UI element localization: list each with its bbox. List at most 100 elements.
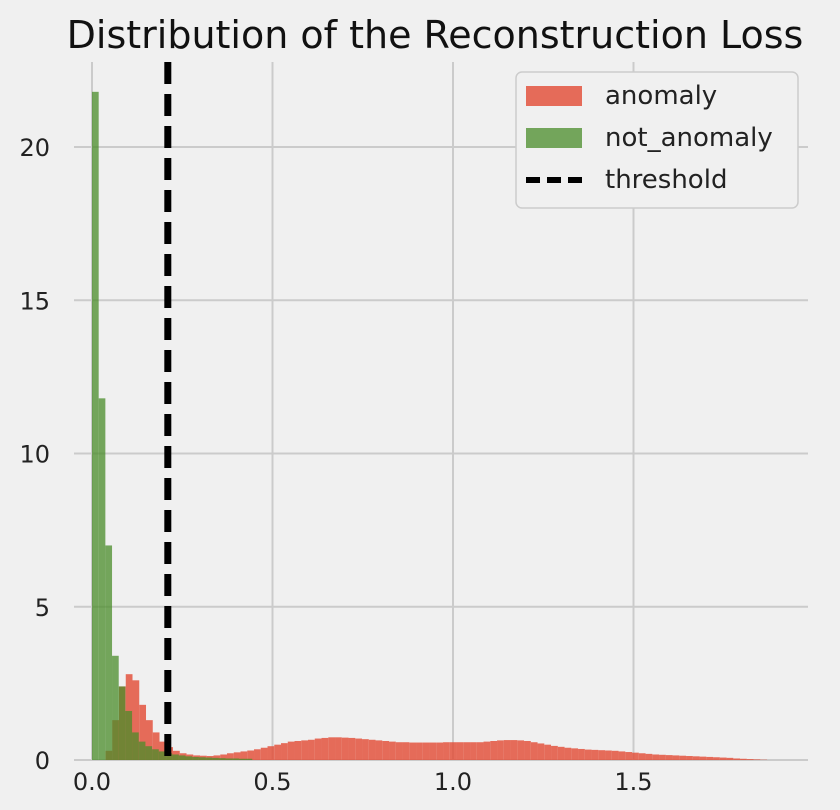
legend-swatch-anomaly	[526, 86, 582, 106]
bar-anomaly-34	[321, 737, 329, 760]
legend-frame	[515, 71, 799, 209]
bar-anomaly-97	[746, 759, 754, 760]
bar-not-anomaly-17	[205, 757, 213, 760]
bar-anomaly-58	[483, 741, 491, 760]
bar-anomaly-72	[578, 748, 585, 760]
bar-anomaly-82	[645, 753, 653, 760]
bar-anomaly-76	[605, 750, 612, 760]
bar-anomaly-29	[287, 741, 295, 760]
bar-anomaly-83	[652, 754, 660, 760]
bar-anomaly-39	[355, 738, 363, 760]
bar-anomaly-43	[382, 740, 390, 760]
bar-anomaly-31	[301, 740, 309, 760]
bar-not-anomaly-3	[112, 655, 119, 760]
bar-anomaly-85	[665, 755, 673, 760]
bar-not-anomaly-13	[178, 755, 186, 760]
bar-not-anomaly-5	[125, 710, 133, 760]
legend-label-anomaly: anomaly	[605, 81, 717, 111]
bar-anomaly-20	[227, 753, 234, 760]
chart-title: Distribution of the Reconstruction Loss	[67, 13, 804, 57]
bar-not-anomaly-11	[165, 753, 173, 760]
bar-anomaly-42	[375, 740, 383, 760]
bar-anomaly-32	[308, 739, 315, 760]
bar-anomaly-68	[551, 745, 558, 760]
bar-anomaly-71	[571, 748, 579, 760]
bar-anomaly-38	[348, 737, 356, 760]
bar-not-anomaly-12	[172, 754, 179, 760]
bar-anomaly-30	[294, 740, 302, 760]
bar-not-anomaly-8	[145, 746, 153, 760]
bar-anomaly-40	[362, 739, 369, 760]
bar-not-anomaly-15	[192, 756, 199, 760]
bar-not-anomaly-10	[158, 751, 166, 760]
bar-not-anomaly-2	[105, 545, 113, 760]
bar-anomaly-93	[719, 757, 727, 760]
bar-anomaly-21	[233, 752, 241, 760]
bar-anomaly-59	[490, 740, 498, 760]
bar-not-anomaly-16	[198, 757, 206, 760]
bar-anomaly-62	[510, 740, 518, 760]
bar-anomaly-65	[530, 742, 538, 760]
bar-anomaly-69	[557, 746, 565, 760]
bar-anomaly-37	[341, 737, 349, 760]
legend-label-not-anomaly: not_anomaly	[605, 123, 773, 153]
bar-anomaly-8	[146, 720, 153, 760]
bar-anomaly-61	[503, 740, 511, 760]
bar-not-anomaly-23	[245, 758, 253, 760]
bar-not-anomaly-7	[138, 741, 146, 760]
y-tick-label-4: 20	[19, 134, 50, 162]
bar-anomaly-28	[281, 743, 288, 760]
bar-anomaly-44	[389, 741, 396, 760]
bar-anomaly-66	[537, 743, 545, 760]
bar-anomaly-48	[416, 742, 423, 760]
bar-anomaly-96	[740, 758, 747, 760]
bar-anomaly-57	[476, 742, 484, 760]
bar-anomaly-84	[659, 754, 666, 760]
bar-anomaly-88	[686, 756, 693, 760]
bar-anomaly-91	[706, 756, 714, 760]
bar-anomaly-27	[274, 744, 282, 760]
bar-not-anomaly-1	[98, 398, 106, 760]
bar-anomaly-86	[672, 755, 680, 760]
bar-anomaly-23	[247, 750, 255, 760]
bar-anomaly-92	[713, 757, 720, 760]
bar-anomaly-22	[240, 751, 248, 760]
legend: anomaly not_anomaly threshold	[515, 71, 799, 209]
bar-anomaly-45	[395, 742, 403, 760]
bar-anomaly-74	[591, 749, 599, 760]
x-tick-label-1: 0.5	[253, 768, 291, 796]
bar-anomaly-51	[436, 742, 444, 760]
bar-anomaly-94	[726, 757, 734, 760]
x-tick-label-2: 1.0	[434, 768, 472, 796]
bar-anomaly-50	[429, 742, 437, 760]
bar-anomaly-78	[618, 751, 626, 760]
bar-anomaly-90	[699, 756, 707, 760]
bar-not-anomaly-0	[92, 91, 99, 760]
bar-anomaly-80	[632, 752, 639, 760]
bar-anomaly-46	[402, 742, 410, 760]
bar-anomaly-75	[598, 750, 606, 760]
bar-not-anomaly-6	[132, 732, 139, 760]
bar-not-anomaly-4	[118, 686, 126, 760]
bar-not-anomaly-22	[238, 758, 246, 760]
bar-anomaly-64	[524, 740, 531, 760]
bar-anomaly-19	[220, 754, 228, 760]
bar-not-anomaly-9	[152, 749, 159, 760]
bar-anomaly-67	[544, 744, 552, 760]
bar-anomaly-26	[267, 746, 275, 760]
bar-not-anomaly-18	[212, 757, 219, 760]
y-tick-label-1: 5	[35, 594, 50, 622]
bar-anomaly-6	[132, 680, 140, 760]
axis-ticks: 0.0 0.5 1.0 1.5 0 5 10 15 20	[19, 134, 652, 796]
bar-anomaly-89	[692, 756, 700, 760]
legend-swatch-not-anomaly	[526, 128, 582, 148]
bar-anomaly-63	[517, 740, 525, 760]
bar-not-anomaly-14	[185, 756, 193, 760]
bar-anomaly-54	[456, 742, 464, 760]
bar-anomaly-7	[139, 704, 147, 760]
bar-anomaly-24	[254, 749, 261, 760]
bar-anomaly-33	[314, 738, 322, 760]
bar-anomaly-36	[335, 737, 342, 760]
y-tick-label-2: 10	[19, 441, 50, 469]
